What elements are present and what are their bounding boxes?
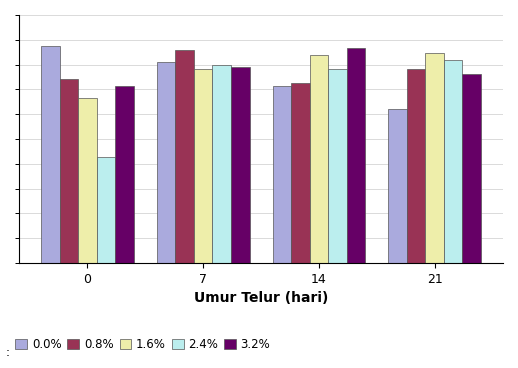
Bar <box>115 86 134 263</box>
Legend: 0.0%, 0.8%, 1.6%, 2.4%, 3.2%: 0.0%, 0.8%, 1.6%, 2.4%, 3.2% <box>16 338 270 351</box>
Bar <box>328 69 347 263</box>
Bar <box>310 55 328 263</box>
Bar <box>463 74 481 263</box>
Bar <box>347 48 365 263</box>
Bar <box>444 60 463 263</box>
Text: :: : <box>5 346 9 359</box>
Bar <box>60 79 78 263</box>
X-axis label: Umur Telur (hari): Umur Telur (hari) <box>194 291 328 305</box>
Bar <box>212 64 231 263</box>
Bar <box>97 157 115 263</box>
Bar <box>194 69 212 263</box>
Bar <box>407 69 425 263</box>
Bar <box>41 46 60 263</box>
Bar <box>291 84 310 263</box>
Bar <box>157 62 176 263</box>
Bar <box>231 67 250 263</box>
Bar <box>425 53 444 263</box>
Bar <box>78 98 97 263</box>
Bar <box>388 109 407 263</box>
Bar <box>176 50 194 263</box>
Bar <box>272 86 291 263</box>
